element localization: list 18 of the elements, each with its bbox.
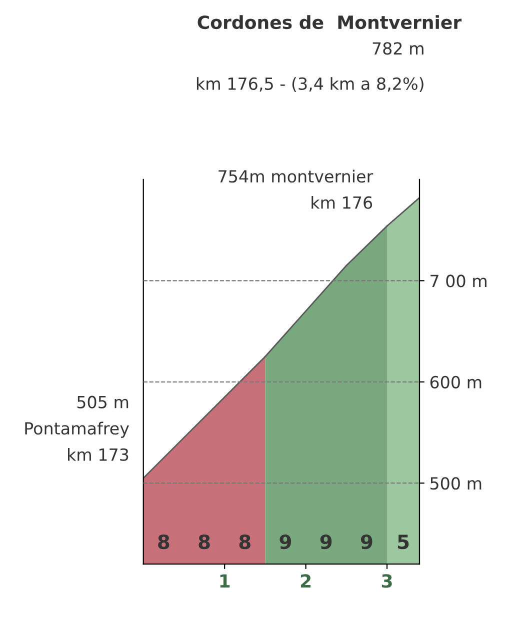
annotation: 9 bbox=[360, 534, 372, 550]
annotation: 754m montvernier km 176 bbox=[218, 170, 374, 209]
annotation: 9 bbox=[320, 534, 332, 550]
annotation: 5 bbox=[398, 534, 409, 550]
annotation: 8 bbox=[158, 534, 170, 550]
y-tick-label: 600 m bbox=[430, 376, 482, 388]
text: km 176,5 - (3,4 km a 8,2%) bbox=[196, 77, 424, 92]
annotation: 8 bbox=[239, 534, 250, 550]
annotation: 505 m Pontamafrey km 173 bbox=[25, 396, 129, 461]
annotation: 8 bbox=[198, 534, 210, 550]
x-tick-label: 3 bbox=[382, 574, 392, 588]
chart-subtitle: 782 m bbox=[372, 42, 424, 55]
x-tick-label: 1 bbox=[220, 574, 230, 588]
chart-title: Cordones de Montvernier bbox=[198, 15, 462, 30]
annotation: 9 bbox=[280, 534, 292, 550]
x-tick-label: 2 bbox=[300, 574, 311, 588]
y-tick-label: 500 m bbox=[430, 477, 482, 490]
y-tick-label: 7 00 m bbox=[430, 274, 486, 288]
